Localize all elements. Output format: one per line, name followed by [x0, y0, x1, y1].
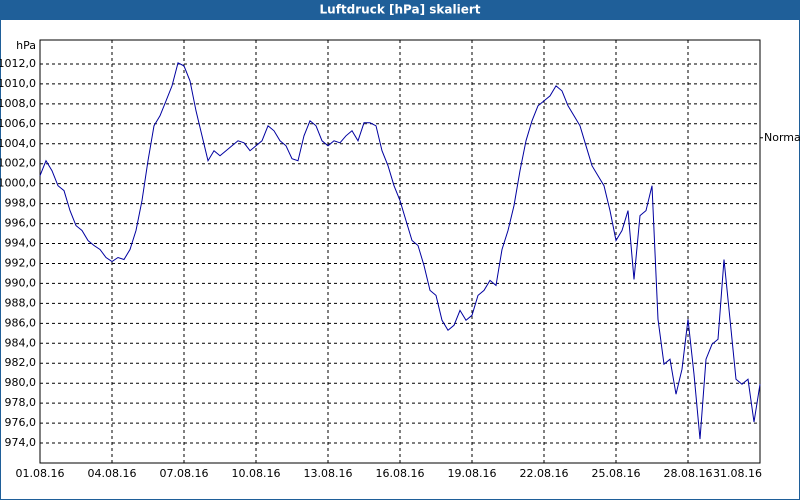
y-tick-label: 976,0 — [5, 416, 37, 429]
y-tick-label: 978,0 — [5, 396, 37, 409]
y-tick-label: 996,0 — [5, 217, 37, 230]
x-tick-label: 13.08.16 — [304, 467, 353, 480]
y-tick-label: 1010,0 — [0, 77, 36, 90]
y-tick-label: 986,0 — [5, 316, 37, 329]
chart-title: Luftdruck [hPa] skaliert — [320, 3, 481, 17]
y-tick-label: 1002,0 — [0, 157, 36, 170]
x-tick-label: 04.08.16 — [88, 467, 137, 480]
x-tick-label: 10.08.16 — [232, 467, 281, 480]
y-tick-label: 1012,0 — [0, 57, 36, 70]
y-tick-label: 1008,0 — [0, 97, 36, 110]
line-series — [39, 62, 761, 440]
annotation: Normal — [764, 131, 800, 144]
y-tick-label: 990,0 — [5, 276, 37, 289]
x-tick-label: 25.08.16 — [592, 467, 641, 480]
y-tick-label: 992,0 — [5, 256, 37, 269]
x-tick-label: 01.08.16 — [16, 467, 65, 480]
y-tick-label: 988,0 — [5, 296, 37, 309]
y-tick-label: 1006,0 — [0, 117, 36, 130]
y-axis-label: hPa — [16, 39, 36, 52]
title-bar — [0, 0, 800, 20]
x-tick-label: 07.08.16 — [160, 467, 209, 480]
y-tick-label: 1004,0 — [0, 137, 36, 150]
x-tick-label: 22.08.16 — [520, 467, 569, 480]
y-tick-label: 980,0 — [5, 376, 37, 389]
x-tick-label: 16.08.16 — [376, 467, 425, 480]
y-tick-label: 1000,0 — [0, 177, 36, 190]
y-tick-label: 994,0 — [5, 237, 37, 250]
x-tick-label: 31.08.16 — [713, 467, 762, 480]
y-tick-label: 974,0 — [5, 436, 37, 449]
y-tick-label: 984,0 — [5, 336, 37, 349]
y-tick-label: 998,0 — [5, 197, 37, 210]
y-tick-label: 982,0 — [5, 356, 37, 369]
x-tick-label: 28.08.16 — [664, 467, 713, 480]
x-tick-label: 19.08.16 — [448, 467, 497, 480]
